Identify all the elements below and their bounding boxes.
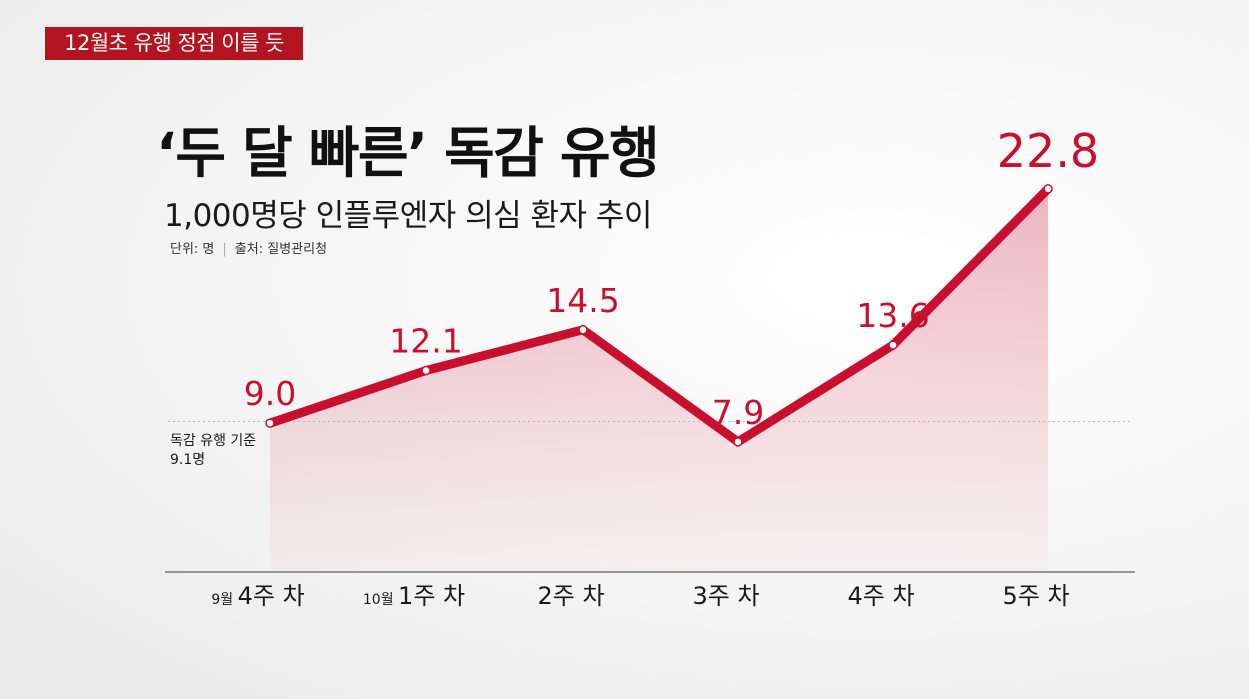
- x-tick-prefix-2: 10월: [363, 592, 398, 608]
- unit-source-line: 단위: 명 | 출처: 질병관리청: [170, 238, 327, 257]
- x-tick-main-3: 2주 차: [537, 582, 604, 610]
- x-tick-main-5: 4주 차: [847, 582, 914, 610]
- threshold-label-value: 9.1명: [170, 452, 206, 468]
- data-point-4: [733, 437, 743, 447]
- unit-label: 단위: 명: [170, 242, 215, 257]
- x-tick-label-4: 3주 차: [692, 582, 759, 610]
- x-tick-label-2: 10월 1주 차: [363, 582, 465, 610]
- separator: |: [222, 242, 227, 257]
- data-point-1: [265, 418, 275, 428]
- data-label-1: 9.0: [244, 374, 296, 413]
- x-tick-main-6: 5주 차: [1002, 582, 1069, 610]
- threshold-label: 독감 유행 기준 9.1명: [170, 432, 256, 470]
- source-label: 출처: 질병관리청: [234, 242, 328, 257]
- x-tick-label-6: 5주 차: [1002, 582, 1069, 610]
- x-tick-prefix-1: 9월: [211, 592, 237, 608]
- x-tick-label-1: 9월 4주 차: [211, 582, 304, 610]
- x-tick-main-4: 3주 차: [692, 582, 759, 610]
- data-label-4: 7.9: [712, 393, 764, 432]
- chart-title: ‘두 달 빠른’ 독감 유행: [156, 121, 660, 185]
- threshold-label-text: 독감 유행 기준: [170, 433, 257, 449]
- x-tick-label-3: 2주 차: [537, 582, 604, 610]
- data-label-6: 22.8: [997, 124, 1099, 178]
- data-label-3: 14.5: [546, 281, 619, 320]
- x-tick-main-1: 4주 차: [238, 582, 305, 610]
- area-fill: [270, 188, 1048, 572]
- data-point-2: [421, 365, 431, 376]
- chart-subtitle: 1,000명당 인플루엔자 의심 환자 추이: [164, 198, 652, 234]
- x-tick-label-5: 4주 차: [847, 582, 914, 610]
- headline-tag: 12월초 유행 정점 이를 듯: [45, 27, 303, 60]
- data-label-5: 13.6: [856, 296, 929, 335]
- data-label-2: 12.1: [389, 322, 462, 361]
- data-point-5: [888, 340, 898, 350]
- series-line: [265, 184, 1053, 447]
- x-tick-main-2: 1주 차: [398, 582, 465, 610]
- data-point-6: [1043, 184, 1053, 194]
- data-point-3: [578, 325, 588, 335]
